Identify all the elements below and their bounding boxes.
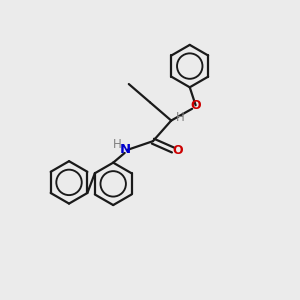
Text: N: N	[120, 143, 131, 157]
Text: O: O	[190, 99, 201, 112]
Text: H: H	[176, 111, 185, 124]
Text: O: O	[172, 144, 183, 157]
Text: H: H	[113, 138, 122, 151]
